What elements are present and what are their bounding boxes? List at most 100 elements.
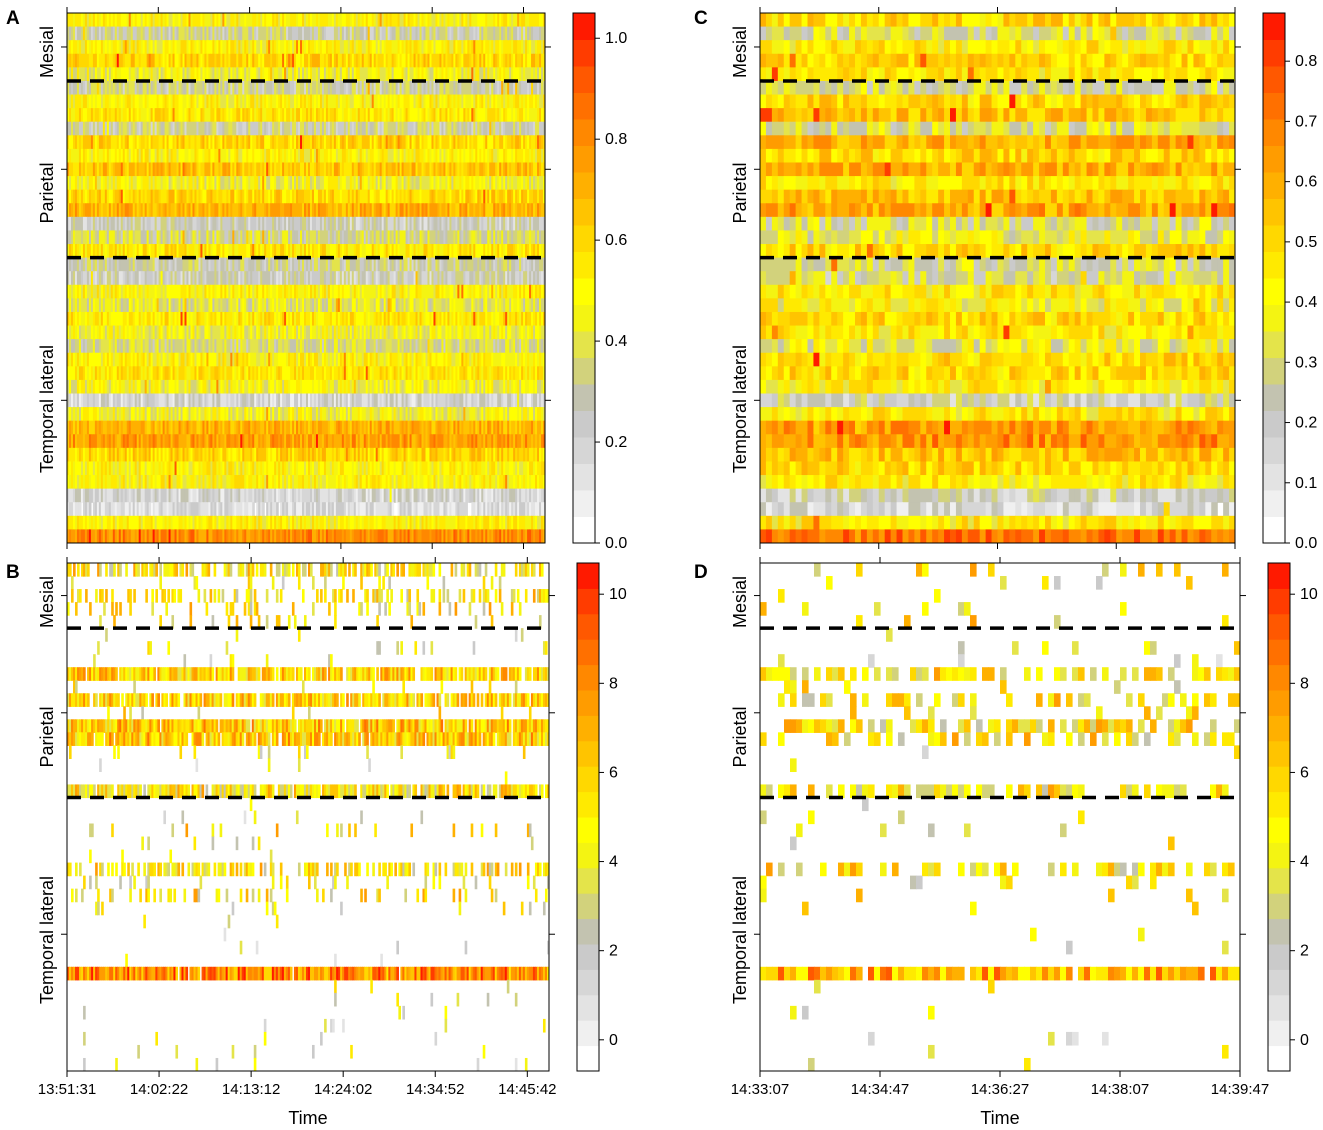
heatmap-cell [373, 189, 377, 204]
heatmap-cell [449, 80, 452, 96]
heatmap-cell [539, 216, 542, 232]
heatmap-cell [473, 148, 476, 164]
heatmap-cell [467, 271, 470, 286]
heatmap-cell [176, 244, 180, 259]
heatmap-cell [429, 40, 433, 55]
heatmap-cell [292, 189, 295, 204]
heatmap-cell [134, 189, 138, 204]
heatmap-cell [234, 203, 237, 218]
heatmap-cell [481, 216, 484, 232]
heatmap-cell [182, 216, 186, 232]
heatmap-cell [467, 216, 470, 232]
heatmap-cell [166, 203, 170, 218]
heatmap-cell [144, 135, 148, 150]
heatmap-cell [78, 53, 82, 68]
heatmap-cell [335, 148, 339, 164]
heatmap-cell [206, 67, 210, 82]
heatmap-cell [433, 148, 437, 164]
heatmap-cell [329, 40, 333, 55]
heatmap-cell [126, 26, 130, 41]
heatmap-cell [423, 189, 427, 204]
heatmap-cell [284, 244, 287, 259]
heatmap-cell [317, 80, 321, 96]
heatmap-cell [266, 216, 269, 232]
heatmap-cell [459, 53, 462, 68]
heatmap-cell [80, 53, 84, 68]
heatmap-cell [409, 67, 413, 82]
heatmap-cell [188, 189, 192, 204]
heatmap-cell [405, 230, 409, 245]
heatmap-cell [307, 284, 311, 299]
heatmap-cell [270, 108, 273, 123]
heatmap-cell [337, 40, 341, 55]
heatmap-cell [282, 203, 285, 218]
heatmap-cell [94, 284, 98, 299]
heatmap-cell [252, 203, 255, 218]
heatmap-cell [369, 189, 373, 204]
heatmap-cell [317, 216, 321, 232]
heatmap-cell [158, 162, 162, 177]
heatmap-cell [335, 94, 339, 109]
heatmap-cell [232, 121, 235, 136]
heatmap-cell [140, 80, 144, 96]
heatmap-cell [535, 271, 538, 286]
heatmap-cell [110, 148, 114, 164]
heatmap-cell [76, 230, 80, 245]
heatmap-cell [182, 162, 186, 177]
heatmap-cell [479, 121, 482, 136]
heatmap-cell [417, 40, 421, 55]
heatmap-cell [323, 189, 327, 204]
heatmap-cell [473, 162, 476, 177]
heatmap-cell [543, 121, 545, 136]
heatmap-cell [449, 13, 452, 28]
heatmap-cell [483, 244, 486, 259]
heatmap-cell [427, 53, 431, 68]
heatmap-cell [128, 26, 132, 41]
heatmap-cell [517, 40, 520, 55]
heatmap-cell [294, 121, 297, 136]
heatmap-cell [359, 244, 363, 259]
heatmap-cell [186, 80, 190, 96]
heatmap-cell [329, 13, 333, 28]
heatmap-cell [319, 257, 323, 272]
heatmap-cell [136, 176, 140, 191]
heatmap-cell [307, 53, 311, 68]
heatmap-cell [319, 244, 323, 259]
heatmap-cell [298, 176, 301, 191]
heatmap-cell [86, 284, 90, 299]
heatmap-cell [369, 67, 373, 82]
heatmap-cell [353, 26, 357, 41]
heatmap-cell [288, 26, 291, 41]
heatmap-cell [118, 108, 122, 123]
heatmap-cell [487, 67, 490, 82]
heatmap-cell [226, 148, 229, 164]
heatmap-cell [395, 176, 399, 191]
heatmap-cell [443, 257, 447, 272]
heatmap-cell [128, 53, 132, 68]
heatmap-cell [539, 40, 542, 55]
heatmap-cell [186, 244, 190, 259]
heatmap-cell [294, 203, 297, 218]
heatmap-cell [383, 108, 387, 123]
heatmap-cell [116, 162, 120, 177]
heatmap-cell [216, 189, 219, 204]
heatmap-cell [74, 189, 78, 204]
heatmap-cell [216, 216, 219, 232]
heatmap-cell [266, 284, 269, 299]
heatmap-cell [341, 13, 345, 28]
heatmap-cell [148, 230, 152, 245]
heatmap-cell [383, 26, 387, 41]
heatmap-cell [276, 26, 279, 41]
heatmap-cell [264, 230, 267, 245]
heatmap-cell [234, 108, 237, 123]
heatmap-cell [186, 284, 190, 299]
heatmap-cell [329, 203, 333, 218]
heatmap-cell [110, 80, 114, 96]
heatmap-cell [198, 108, 202, 123]
heatmap-cell [493, 53, 496, 68]
heatmap-cell [240, 26, 243, 41]
heatmap-cell [467, 40, 470, 55]
heatmap-cell [473, 121, 476, 136]
heatmap-cell [78, 216, 82, 232]
heatmap-cell [419, 67, 423, 82]
